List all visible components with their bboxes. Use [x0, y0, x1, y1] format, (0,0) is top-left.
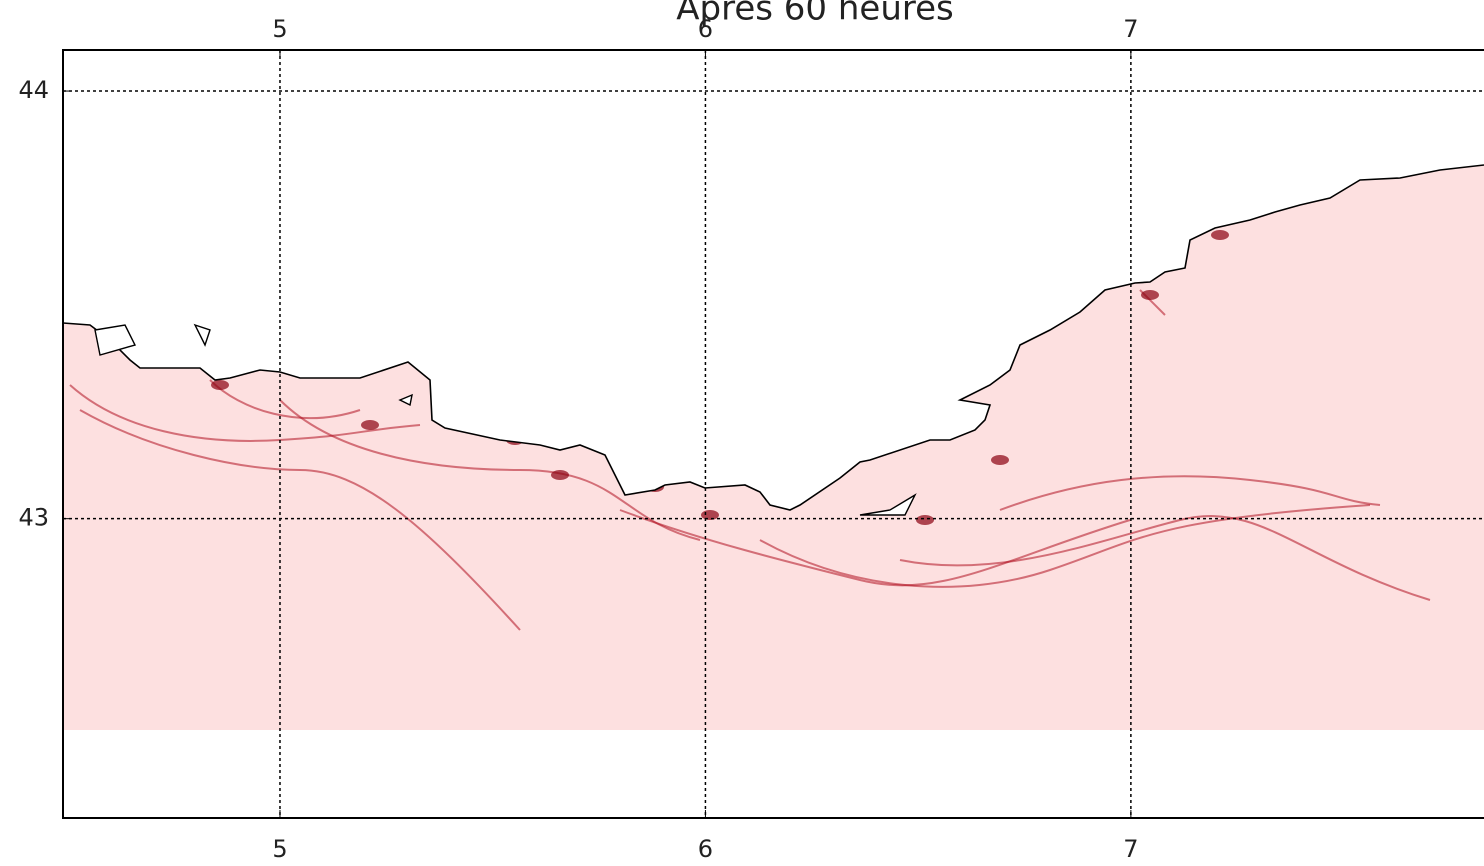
x-tick-label: 5	[272, 835, 287, 863]
chart: Apres 60 heures 5 5 6 6 7 7 43 44	[0, 0, 1484, 866]
pollution-patch	[551, 470, 569, 480]
pollution-patch	[211, 380, 229, 390]
map-area	[63, 50, 1484, 730]
x-tick-label: 7	[1123, 835, 1138, 863]
pollution-patch	[1141, 290, 1159, 300]
x-tick-label: 7	[1123, 15, 1138, 43]
pollution-patch	[916, 515, 934, 525]
x-tick-label: 6	[698, 15, 713, 43]
x-tick-label: 5	[272, 15, 287, 43]
pollution-patch	[701, 510, 719, 520]
y-tick-label: 43	[18, 504, 49, 532]
page: Apres 60 heures 5566774344 (() => { cons…	[0, 0, 1484, 866]
y-tick-label: 44	[18, 76, 49, 104]
pollution-patch	[991, 455, 1009, 465]
chart-title: Apres 60 heures	[676, 0, 953, 29]
pollution-patch	[361, 420, 379, 430]
pollution-patch	[1211, 230, 1229, 240]
x-tick-label: 6	[698, 835, 713, 863]
